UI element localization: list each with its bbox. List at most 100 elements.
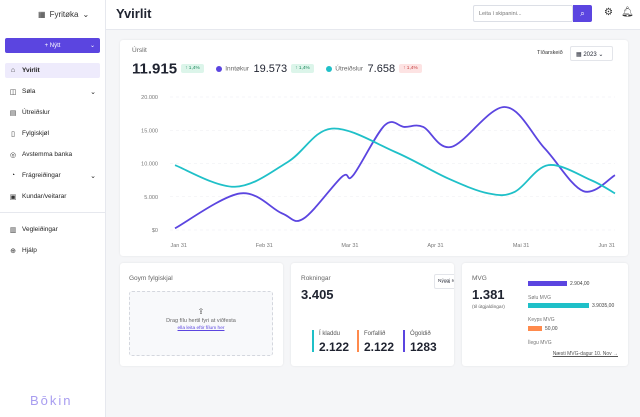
vat-value: 50,00 [545,325,558,332]
x-tick-label: Jan 31 [170,243,187,249]
expenses-legend-dot [326,65,333,72]
income-value: 19.573 [253,62,288,75]
sidebar-item-guides[interactable]: ▥ Vegleiðingar [5,222,100,237]
next-vat-date-link[interactable]: Næsti MVG-dagur 10. Nov → [552,351,618,357]
search-icon: ⌕ [580,9,585,18]
new-button[interactable]: + Nýtt ⌄ [5,38,100,53]
stat-bar [403,330,405,352]
stat-label: Ógoldið [410,331,431,337]
stat-label: Forfallið [364,331,386,337]
vat-bar [528,281,567,287]
logo: Bōkin [30,393,73,408]
upload-icon: ⇪ [197,307,205,316]
home-icon: ⌂ [10,67,16,74]
total-change-badge: ↑ 1,4% [181,64,204,74]
contacts-icon: ▣ [9,193,17,201]
x-tick-label: Mai 31 [513,243,530,249]
nav-label: Yvirlit [22,67,40,74]
document-icon: ▯ [11,130,15,138]
chart-pie-icon: ◔ [10,172,16,179]
stat-value: 1283 [410,340,437,354]
topbar: Yvirlit Leita í skipanini... ⌕ ⚙ 🔔︎ [106,0,640,30]
gear-icon[interactable]: ⚙ [604,7,613,18]
search-input[interactable]: Leita í skipanini... [473,5,573,22]
search-button[interactable]: ⌕ [573,5,592,22]
vat-label: Keyps MVG [528,317,555,323]
upload-dropzone[interactable]: ⇪ Drag fílu hertil fyri at viðfesta ella… [129,291,273,356]
sidebar: ▦ Fyritøka ⌄ + Nýtt ⌄ ⌂ Yvirlit ◫ Søla ⌄ ▤ Útre… [0,0,106,417]
sidebar-item-help[interactable]: ⊕ Hjálp [5,243,100,258]
results-card: Úrslit 11.915 ↑ 1,4% Inntøkur 19.573 ↑ 1,4… [120,40,628,256]
company-name: Fyritøka [49,10,79,19]
upload-card: Goym fylgiskjal ⇪ Drag fílu hertil fyri … [120,263,283,366]
series-line-expenses [174,127,616,197]
divider [0,212,105,213]
period-label: Tíðarskeið [537,50,563,56]
results-title: Úrslit [132,47,147,54]
results-summary: 11.915 ↑ 1,4% Inntøkur 19.573 ↑ 1,4% Útrei… [132,60,430,78]
vat-row-investment: 50,00 Ílegu MVG [528,320,558,346]
line-chart: $0 5.000 10.000 15.000 20.000 Jan 31 Feb 31 Mar… [141,95,616,249]
y-tick-label: $0 [152,228,158,234]
new-invoice-button[interactable]: Nýggj rok [434,274,454,289]
sidebar-item-sales[interactable]: ◫ Søla ⌄ [5,84,100,99]
upload-text: Drag fílu hertil fyri at viðfesta [166,318,236,324]
sidebar-item-contacts[interactable]: ▣ Kundar/veitarar [5,189,100,204]
help-icon: ⊕ [10,247,16,255]
chevron-down-icon[interactable]: ⌄ [89,43,95,49]
stat-value: 2.122 [319,340,350,354]
nav-label: Fylgiskjøl [22,130,50,137]
vat-title: MVG [472,275,487,282]
upload-title: Goym fylgiskjal [129,275,173,282]
nav-label: Kundar/veitarar [22,193,67,200]
expenses-value: 7.658 [367,62,396,75]
check-circle-icon: ◎ [9,151,17,159]
plus-icon: + [44,42,50,49]
sidebar-item-overview[interactable]: ⌂ Yvirlit [5,63,100,78]
sales-icon: ◫ [9,88,17,96]
period-value: 2023 [583,52,597,58]
chevron-down-icon: ⌄ [82,10,90,19]
sidebar-item-expenses[interactable]: ▤ Útreiðslur [5,105,100,120]
sidebar-item-reports[interactable]: ◔ Frágreiðingar ⌄ [5,168,100,183]
y-tick-label: 10.000 [141,162,158,168]
new-label: Nýtt [49,42,61,49]
x-tick-label: Jun 31 [598,243,615,249]
vat-value: 3.9035,00 [592,302,615,309]
income-label: Inntøkur [225,65,250,73]
chevron-down-icon: ⌄ [596,52,604,58]
stat-bar [312,330,314,352]
period-select[interactable]: ▦ 2023 ⌄ [570,46,613,61]
vat-bar [528,326,542,332]
income-legend-dot [216,65,223,72]
y-tick-label: 15.000 [141,128,158,134]
vat-row-sales: 2.904,00 Sølu MVG [528,275,589,301]
vat-label: Ílegu MVG [528,340,552,346]
stat-value: 2.122 [364,340,395,354]
chevron-down-icon: ⌄ [90,88,96,96]
browse-files-link[interactable]: ella leita eftir fílum her [177,326,225,331]
expenses-label: Útreiðslur [335,65,364,73]
total-value: 11.915 [132,60,178,78]
vat-total: 1.381 [472,287,505,302]
sidebar-item-bank-reconcile[interactable]: ◎ Avstemma banka [5,147,100,162]
series-line-income [174,106,616,230]
stat-label: Í kladdu [319,331,341,337]
vat-subtitle: (til útgjaldingar) [472,305,505,310]
bell-icon[interactable]: 🔔︎ [621,7,634,18]
x-tick-label: Mar 31 [341,243,358,249]
x-tick-label: Feb 31 [256,243,273,249]
expenses-change-badge: ↑ 1,4% [399,64,422,74]
company-switcher[interactable]: ▦ Fyritøka ⌄ [38,10,89,19]
nav-label: Hjálp [22,247,37,254]
calendar-icon: ▦ [576,52,584,58]
vat-value: 2.904,00 [570,280,590,287]
sidebar-item-documents[interactable]: ▯ Fylgiskjøl [5,126,100,141]
vat-label: Sølu MVG [528,295,552,301]
nav-label: Søla [22,88,36,95]
nav-label: Vegleiðingar [22,226,58,233]
expenses-icon: ▤ [9,109,17,117]
vat-card: MVG 1.381 (til útgjaldingar) Næsti MVG-d… [462,263,628,366]
x-tick-label: Apr 31 [427,243,443,249]
building-icon: ▦ [38,10,46,19]
